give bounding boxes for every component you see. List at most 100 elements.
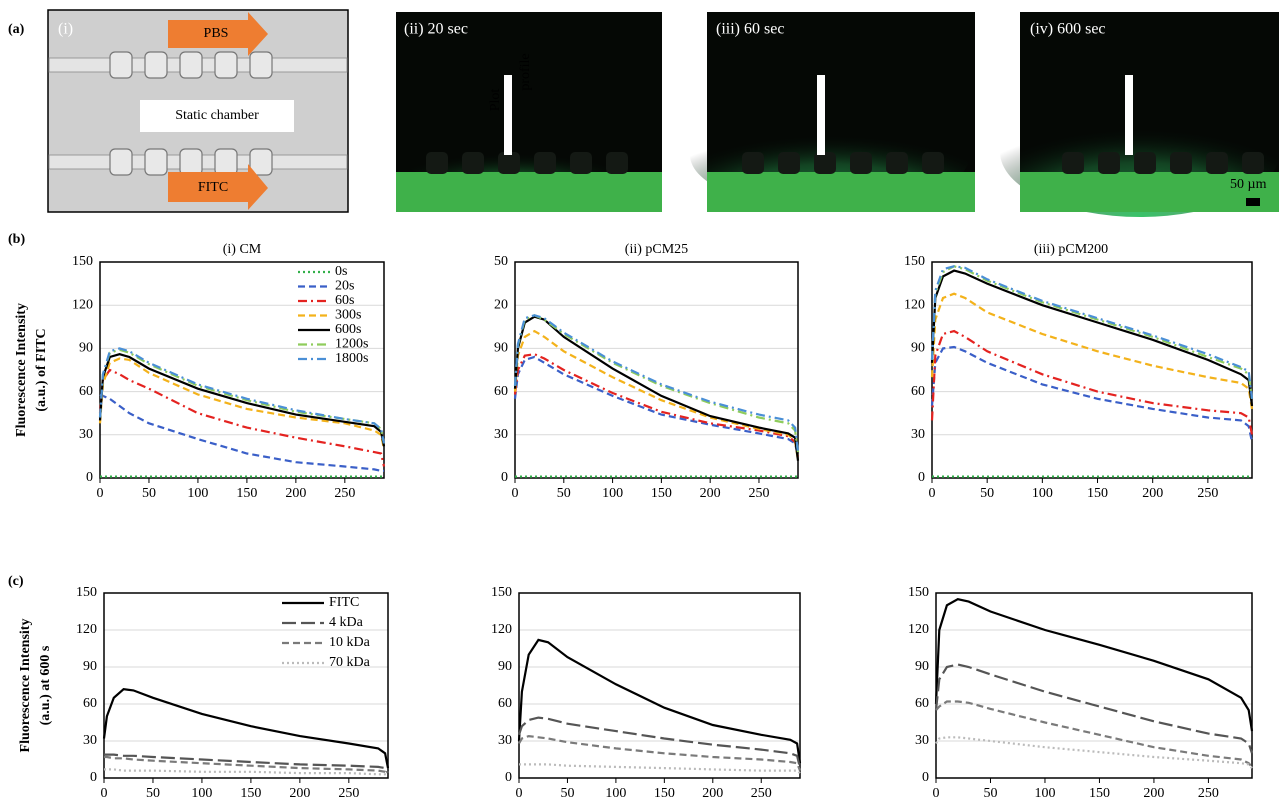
x-tick-label: 100	[187, 486, 208, 501]
y-tick-label: 0	[922, 770, 929, 785]
data-line	[102, 688, 390, 769]
y-tick-label: 30	[83, 733, 97, 748]
data-line	[98, 347, 386, 444]
x-tick-label: 0	[97, 486, 104, 501]
x-tick-label: 50	[983, 786, 997, 801]
x-tick-label: 100	[605, 786, 626, 801]
data-line	[513, 353, 800, 457]
chart-title: (ii) pCM25	[625, 242, 688, 257]
legend-label: 20s	[335, 279, 354, 294]
x-tick-label: 100	[1034, 786, 1055, 801]
y-axis-label: (a.u.) of FITC	[34, 328, 49, 411]
legend-label: 4 kDa	[329, 615, 364, 630]
x-tick-label: 200	[700, 486, 721, 501]
flow-label: PBS	[204, 26, 229, 41]
data-line	[930, 265, 1254, 399]
y-axis-label: (a.u.) at 600 s	[38, 645, 53, 725]
y-tick-label: 150	[908, 585, 929, 600]
annotation: profile	[518, 53, 533, 90]
legend-label: 10 kDa	[329, 635, 371, 650]
x-tick-label: 250	[1198, 786, 1219, 801]
data-line	[517, 638, 802, 764]
x-tick-label: 150	[1087, 486, 1108, 501]
x-tick-label: 50	[146, 786, 160, 801]
legend-label: 1800s	[335, 351, 368, 366]
y-tick-label: 0	[501, 470, 508, 485]
panel-label: (a)	[8, 22, 25, 37]
data-line	[930, 292, 1254, 410]
y-tick-label: 30	[79, 427, 93, 442]
x-tick-label: 100	[191, 786, 212, 801]
y-tick-label: 0	[918, 470, 925, 485]
x-tick-label: 50	[142, 486, 156, 501]
data-line	[930, 265, 1254, 399]
image-fluorescence: (ii) 20 sec Plot profile	[396, 12, 662, 212]
data-line	[104, 768, 389, 777]
plot-frame	[518, 592, 801, 779]
y-tick-label: 90	[83, 659, 97, 674]
x-tick-label: 0	[101, 786, 108, 801]
data-line	[935, 700, 1253, 768]
image-label: (ii) 20 sec	[404, 21, 468, 38]
y-tick-label: 30	[915, 733, 929, 748]
x-tick-label: 0	[516, 786, 523, 801]
y-tick-label: 20	[494, 297, 508, 312]
y-tick-label: 30	[494, 427, 508, 442]
plot-frame	[931, 261, 1253, 479]
flow-label: FITC	[198, 180, 228, 195]
data-line	[513, 329, 800, 461]
x-tick-label: 100	[1032, 486, 1053, 501]
y-tick-label: 120	[76, 622, 97, 637]
x-tick-label: 150	[1089, 786, 1110, 801]
panel-label: (b)	[8, 232, 25, 247]
x-tick-label: 0	[929, 486, 936, 501]
x-tick-label: 200	[1143, 786, 1164, 801]
chart-title: (i) CM	[223, 242, 262, 257]
image-brightfield: (i) PBS Static chamber FITC	[47, 9, 349, 213]
x-tick-label: 0	[512, 486, 519, 501]
x-tick-label: 50	[980, 486, 994, 501]
data-line	[513, 314, 800, 453]
image-label: (i)	[58, 21, 73, 38]
plot-frame	[99, 261, 385, 479]
chart-title: (iii) pCM200	[1034, 242, 1108, 257]
data-line	[517, 716, 802, 769]
y-axis-label: Fluorescence Intensity	[14, 303, 29, 437]
y-tick-label: 120	[908, 622, 929, 637]
y-tick-label: 60	[79, 384, 93, 399]
y-tick-label: 60	[83, 696, 97, 711]
x-tick-label: 200	[702, 786, 723, 801]
y-tick-label: 60	[494, 384, 508, 399]
image-fluorescence: (iii) 60 sec	[690, 12, 975, 212]
data-line	[98, 368, 386, 467]
panel-label: (c)	[8, 574, 24, 589]
y-tick-label: 0	[90, 770, 97, 785]
data-line	[934, 663, 1254, 754]
data-line	[98, 357, 386, 450]
legend-label: 60s	[335, 293, 354, 308]
y-tick-label: 150	[76, 585, 97, 600]
x-tick-label: 250	[748, 486, 769, 501]
legend-label: FITC	[329, 595, 359, 610]
data-line	[930, 345, 1254, 443]
data-line	[519, 763, 801, 774]
chamber-label: Static chamber	[175, 108, 259, 123]
plot-frame	[514, 261, 799, 479]
x-tick-label: 50	[557, 486, 571, 501]
y-tick-label: 150	[491, 585, 512, 600]
y-tick-label: 90	[498, 659, 512, 674]
data-line	[513, 314, 800, 453]
y-tick-label: 150	[72, 254, 93, 269]
x-tick-label: 250	[751, 786, 772, 801]
data-line	[934, 598, 1254, 732]
x-tick-label: 150	[654, 786, 675, 801]
data-line	[513, 355, 800, 457]
data-line	[935, 736, 1253, 769]
image-fluorescence: (iv) 600 sec 50 µm	[1000, 12, 1279, 217]
x-tick-label: 200	[1142, 486, 1163, 501]
data-line	[99, 393, 384, 472]
y-tick-label: 90	[494, 341, 508, 356]
y-tick-label: 50	[494, 254, 508, 269]
